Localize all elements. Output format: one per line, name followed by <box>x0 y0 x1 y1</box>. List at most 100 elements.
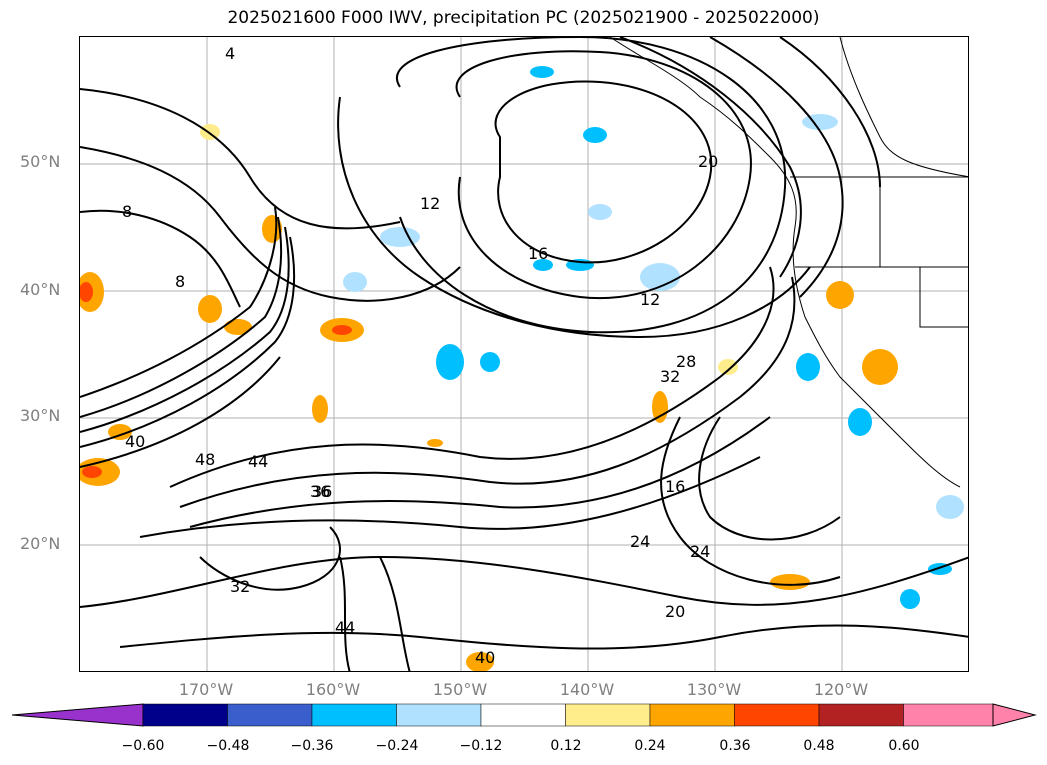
colorbar-extend-min <box>11 703 144 727</box>
colorbar <box>11 703 1037 727</box>
precip-blob <box>826 281 854 309</box>
contour-label: 16 <box>665 477 685 496</box>
precip-blob <box>718 359 738 375</box>
precip-blob <box>640 263 680 291</box>
contour-label: 4 <box>225 44 235 63</box>
precip-blob <box>796 353 820 381</box>
precip-blob <box>862 349 898 385</box>
colorbar-segment <box>227 703 313 727</box>
contour-label: 24 <box>630 532 650 551</box>
contour-label: 28 <box>676 352 696 371</box>
contour-line <box>660 416 841 586</box>
contour-line <box>494 80 713 264</box>
lon-label-120w: 120°W <box>813 680 869 699</box>
contour-line <box>80 88 401 230</box>
colorbar-tick: 0.48 <box>803 738 835 754</box>
lon-label-150w: 150°W <box>432 680 488 699</box>
precip-blob <box>802 114 838 130</box>
precip-blob <box>224 319 252 335</box>
precip-blob <box>436 344 464 380</box>
contour-line <box>80 236 296 448</box>
contour-line <box>339 556 351 671</box>
state-border <box>839 37 968 178</box>
lon-label-130w: 130°W <box>686 680 742 699</box>
map-panel: 4 8 12 16 20 24 32 36 40 44 48 28 32 24 … <box>79 36 969 672</box>
contour-line <box>169 266 775 488</box>
contour-line <box>199 526 341 591</box>
colorbar-segment <box>818 703 904 727</box>
precip-blob <box>312 395 328 423</box>
colorbar-segment <box>396 703 482 727</box>
contour-label: 40 <box>475 648 495 667</box>
precip-blob <box>80 282 93 302</box>
precip-blob <box>332 325 352 335</box>
contour-line <box>179 276 796 508</box>
contour-label: 20 <box>665 602 685 621</box>
precipitation-shading <box>80 66 964 671</box>
contour-label: 12 <box>640 290 660 309</box>
contour-line <box>619 37 802 278</box>
contour-label: 12 <box>420 194 440 213</box>
colorbar-segment <box>565 703 651 727</box>
colorbar-tick: 0.24 <box>634 738 666 754</box>
coastline-north-america <box>609 37 961 488</box>
contour-line <box>396 37 787 334</box>
contour-line <box>80 216 283 418</box>
contour-line <box>779 37 881 188</box>
precip-blob <box>588 204 612 220</box>
colorbar-tick: −0.12 <box>459 738 503 754</box>
colorbar-segment <box>649 703 735 727</box>
iwv-contour-map: 4 8 12 16 20 24 32 36 40 44 48 28 32 24 … <box>80 37 968 671</box>
contour-line <box>698 416 841 541</box>
precip-blob <box>583 127 607 143</box>
contour-label: 32 <box>660 367 680 386</box>
colorbar-segment <box>311 703 397 727</box>
contour-line <box>119 624 968 650</box>
coastline <box>609 37 968 488</box>
precip-blob <box>900 589 920 609</box>
contour-label: 16 <box>528 244 548 263</box>
lon-label-160w: 160°W <box>305 680 361 699</box>
lon-label-140w: 140°W <box>559 680 615 699</box>
colorbar-tick: −0.24 <box>375 738 419 754</box>
colorbar-segment <box>903 703 994 727</box>
chart-title: 2025021600 F000 IWV, precipitation PC (2… <box>227 8 820 28</box>
precip-blob <box>480 352 500 372</box>
colorbar-tick: −0.36 <box>290 738 334 754</box>
colorbar-tick: 0.60 <box>888 738 920 754</box>
contour-label: 24 <box>690 542 710 561</box>
colorbar-extend-max <box>992 703 1037 727</box>
contour-label: 44 <box>335 618 355 637</box>
lat-label-50n: 50°N <box>20 152 61 171</box>
colorbar-segments <box>11 703 1037 727</box>
contour-label: 8 <box>175 272 185 291</box>
contour-labels: 4 8 12 16 20 24 32 36 40 44 48 28 32 24 … <box>122 44 718 667</box>
contour-line <box>455 50 752 300</box>
precip-blob <box>770 574 810 590</box>
contour-label: 32 <box>230 577 250 596</box>
contour-line <box>337 96 811 339</box>
colorbar-tick: −0.48 <box>206 738 250 754</box>
contour-label: 36 <box>310 482 330 501</box>
lat-label-30n: 30°N <box>20 406 61 425</box>
contour-label: 20 <box>698 152 718 171</box>
precip-blob <box>530 66 554 78</box>
precip-blob <box>108 424 132 440</box>
lat-label-20n: 20°N <box>20 534 61 553</box>
lon-label-170w: 170°W <box>178 680 234 699</box>
precip-blob <box>848 408 872 436</box>
contour-line <box>80 146 461 302</box>
contour-line <box>80 226 290 433</box>
precip-blob <box>466 652 494 671</box>
contour-label: 36 <box>312 482 332 501</box>
iwv-contours <box>80 37 968 671</box>
contour-label: 8 <box>122 202 132 221</box>
colorbar-tick: 0.36 <box>719 738 751 754</box>
lat-label-40n: 40°N <box>20 280 61 299</box>
contour-line <box>80 206 278 398</box>
precip-blob <box>936 495 964 519</box>
precip-blob <box>427 439 443 447</box>
precip-blob <box>343 272 367 292</box>
precip-blob <box>533 259 553 271</box>
state-border <box>919 267 968 328</box>
